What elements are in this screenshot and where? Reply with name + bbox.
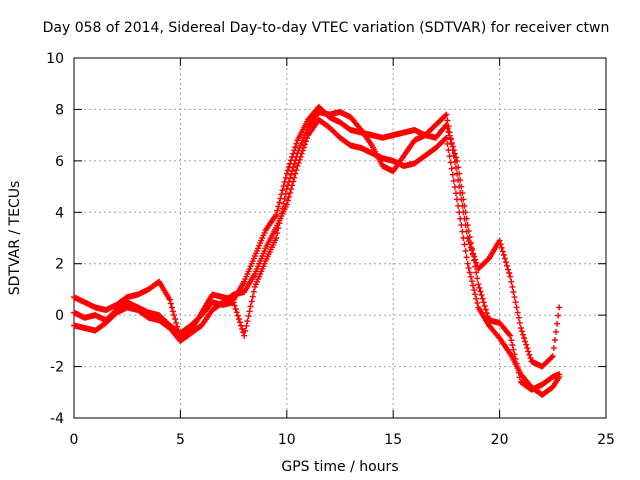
y-tick-label: 6: [55, 154, 64, 170]
series-1-markers: [71, 103, 563, 370]
y-tick-label: 8: [55, 102, 64, 118]
x-axis-label: GPS time / hours: [281, 459, 398, 475]
data-points: [71, 103, 563, 398]
x-tick-label: 25: [597, 432, 615, 448]
y-tick-label: 4: [55, 205, 64, 221]
y-tick-label: 0: [55, 308, 64, 324]
series-3-markers: [71, 109, 563, 393]
axis-ticks: -4 -2 0 2 4 6 8 10 0 5 10 15 20 25: [46, 51, 615, 448]
x-tick-label: 20: [491, 432, 509, 448]
chart-title: Day 058 of 2014, Sidereal Day-to-day VTE…: [43, 20, 610, 36]
x-tick-label: 15: [384, 432, 402, 448]
y-tick-label: 2: [55, 257, 64, 273]
y-tick-label: 10: [46, 51, 64, 67]
y-tick-label: -2: [50, 360, 64, 376]
plot-area-border: [73, 57, 607, 419]
x-tick-label: 10: [278, 432, 296, 448]
series-1: [71, 103, 563, 370]
x-tick-label: 0: [70, 432, 79, 448]
y-tick-label: -4: [50, 411, 64, 427]
y-axis-label: SDTVAR / TECUs: [7, 181, 23, 296]
x-tick-label: 5: [176, 432, 185, 448]
series-3: [71, 109, 563, 393]
